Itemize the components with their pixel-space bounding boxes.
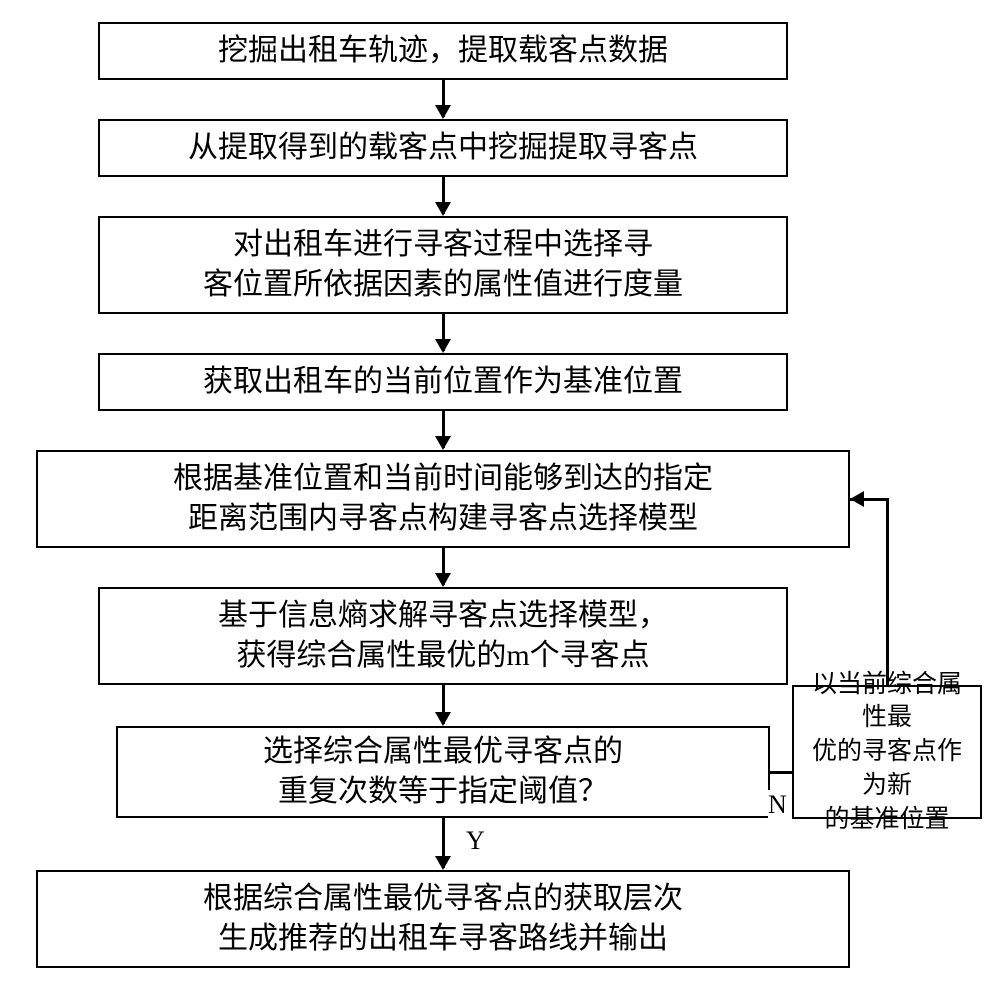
- arrow-head-icon: [435, 856, 451, 870]
- flowchart-node-n3: 对出租车进行寻客过程中选择寻客位置所依据因素的属性值进行度量: [98, 216, 788, 314]
- flowchart-node-n8: 根据综合属性最优寻客点的获取层次生成推荐的出租车寻客路线并输出: [36, 870, 850, 968]
- edge-label: N: [768, 790, 787, 820]
- arrow-head-icon: [435, 202, 451, 216]
- arrow-head-icon: [435, 436, 451, 450]
- arrow-head-icon: [435, 339, 451, 353]
- arrow-head-icon: [435, 712, 451, 726]
- edge-line: [770, 771, 792, 774]
- flowchart-node-n6: 基于信息熵求解寻客点选择模型，获得综合属性最优的m个寻客点: [98, 587, 788, 685]
- flowchart-node-n4: 获取出租车的当前位置作为基准位置: [98, 353, 788, 411]
- flowchart-node-n5: 根据基准位置和当前时间能够到达的指定距离范围内寻客点构建寻客点选择模型: [36, 450, 850, 548]
- flowchart-node-n7: 选择综合属性最优寻客点的重复次数等于指定阈值？: [116, 726, 770, 818]
- arrow-head-icon: [850, 491, 864, 507]
- flowchart-node-n2: 从提取得到的载客点中挖掘提取寻客点: [98, 119, 788, 177]
- edge-label: Y: [466, 826, 485, 856]
- edge-line: [886, 499, 889, 685]
- arrow-head-icon: [435, 573, 451, 587]
- arrow-head-icon: [435, 105, 451, 119]
- flowchart-node-n1: 挖掘出租车轨迹，提取载客点数据: [98, 22, 788, 80]
- flowchart-node-n9: 以当前综合属性最优的寻客点作为新的基准位置: [792, 685, 982, 819]
